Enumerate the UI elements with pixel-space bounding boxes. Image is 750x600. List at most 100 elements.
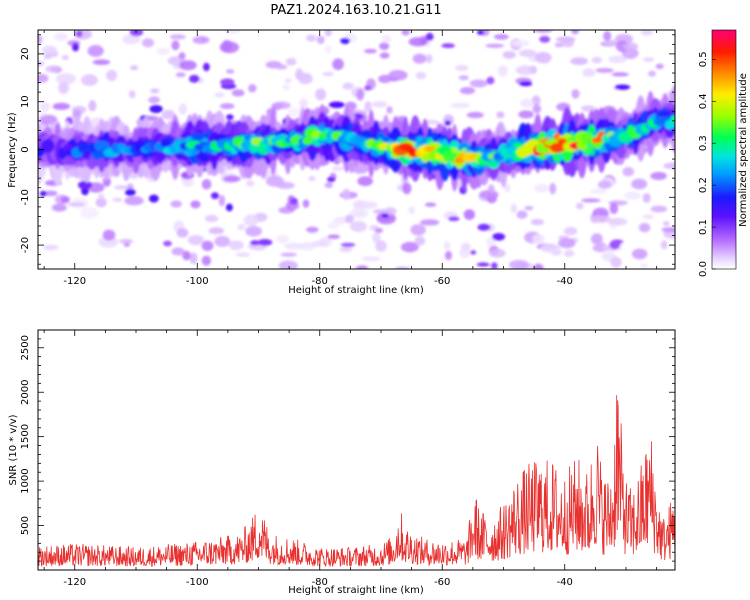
spectrogram-speckle xyxy=(201,178,212,190)
spectrogram-speckle xyxy=(534,30,553,33)
spectrogram-speckle xyxy=(87,45,104,57)
spectrogram-speckle xyxy=(276,234,289,244)
spectrogram-speckle xyxy=(379,42,390,51)
spectrogram-speckle xyxy=(331,166,345,171)
spectrogram-speckle xyxy=(58,82,69,94)
spectrogram-speckle xyxy=(92,59,111,66)
spectrogram-speckle xyxy=(60,196,71,204)
spectrogram-speckle xyxy=(332,58,344,71)
spectrogram-speckle xyxy=(443,241,451,251)
spectrogram-blob xyxy=(381,213,389,218)
snr-y-tick-label: 500 xyxy=(20,516,31,535)
spectrogram-speckle xyxy=(582,68,596,78)
spectrogram-speckle xyxy=(496,111,505,119)
spectrogram-speckle xyxy=(51,203,67,212)
spectrogram-speckle xyxy=(479,190,499,199)
spectrogram-blob xyxy=(476,262,490,267)
spectrogram-speckle xyxy=(426,54,433,64)
snr-x-tick-label: -120 xyxy=(63,577,86,588)
spectrogram-speckle xyxy=(53,32,69,41)
spectrogram-speckle xyxy=(558,238,576,249)
spectrogram-speckle xyxy=(44,190,58,197)
colorbar-gradient xyxy=(712,30,736,269)
spectrogram-speckle xyxy=(384,207,397,216)
spectrogram-x-tick-label: -120 xyxy=(63,276,86,287)
spectrogram-speckle xyxy=(80,207,99,219)
spectrogram-speckle xyxy=(327,221,340,230)
spectrogram-speckle xyxy=(105,69,118,81)
spectrogram-speckle xyxy=(223,175,241,183)
spectrogram-speckle xyxy=(571,89,580,99)
spectrogram-speckle xyxy=(284,78,293,83)
spectrogram-speckle xyxy=(571,30,579,35)
spectrogram-blob xyxy=(614,84,631,90)
spectrogram-speckle xyxy=(171,40,180,51)
spectrogram-speckle xyxy=(408,206,415,215)
spectrogram-speckle xyxy=(201,255,211,266)
spectrogram-speckle xyxy=(459,87,476,95)
spectrogram-speckle xyxy=(515,65,536,76)
spectrogram-speckle xyxy=(376,212,397,225)
spectrogram-speckle xyxy=(208,227,225,235)
spectrogram-speckle xyxy=(597,180,612,189)
spectrogram-speckle xyxy=(524,205,534,211)
spectrogram-blob xyxy=(340,37,351,45)
spectrogram-speckle xyxy=(460,242,471,251)
spectrogram-speckle xyxy=(561,37,575,48)
spectrogram-blob xyxy=(425,32,434,41)
spectrogram-speckle xyxy=(148,96,161,104)
spectrogram-speckle xyxy=(531,95,541,106)
spectrogram-speckle xyxy=(231,89,245,97)
spectrogram-speckle xyxy=(638,222,651,233)
spectrogram-speckle xyxy=(378,74,392,84)
spectrogram-speckle xyxy=(590,233,603,245)
spectrogram-speckle xyxy=(45,65,61,73)
spectrogram-speckle xyxy=(225,69,235,74)
snr-x-tick-label: -80 xyxy=(312,577,328,588)
spectrogram-speckle xyxy=(299,98,309,108)
spectrogram-speckle xyxy=(642,214,655,220)
snr-frame xyxy=(37,329,676,571)
spectrogram-speckle xyxy=(590,214,611,223)
spectrogram-speckle xyxy=(520,98,534,108)
spectrogram-speckle xyxy=(306,226,319,233)
spectrogram-speckle xyxy=(38,60,45,67)
spectrogram-speckle xyxy=(97,193,105,199)
snr-y-tick-label: 2500 xyxy=(20,335,31,360)
spectrogram-speckle xyxy=(394,266,411,269)
spectrogram-speckle xyxy=(570,57,588,65)
spectrogram-speckle xyxy=(450,102,471,109)
spectrogram-speckle xyxy=(355,265,369,269)
spectrogram-speckle xyxy=(381,34,392,44)
spectrogram-blob xyxy=(148,194,159,203)
snr-axes: -120 -100 -80 -60 -40 500 1000 1500 2000 2500 xyxy=(20,329,675,588)
spectrogram-speckle xyxy=(532,104,542,114)
spectrogram-speckle xyxy=(607,217,628,226)
spectrogram-speckle xyxy=(623,42,638,52)
spectrogram-speckle xyxy=(660,240,668,250)
colorbar-label: Normalized spectral amplitude xyxy=(738,73,749,227)
spectrogram-y-tick-label: 10 xyxy=(20,95,31,108)
spectrogram-blob xyxy=(448,216,460,222)
spectrogram-speckle xyxy=(302,199,310,208)
spectrogram-speckle xyxy=(486,237,497,248)
spectrogram-speckle xyxy=(410,224,426,236)
spectrogram-blob xyxy=(490,262,498,269)
spectrogram-blob xyxy=(188,74,200,83)
spectrogram-speckle xyxy=(201,240,214,252)
spectrogram-speckle xyxy=(122,34,141,45)
spectrogram-speckle xyxy=(371,101,388,108)
spectrogram-speckle xyxy=(534,183,550,193)
spectrogram-blob xyxy=(72,42,79,52)
colorbar: 0.0 0.1 0.2 0.3 0.4 0.5 Normalized spectral a… xyxy=(698,29,749,277)
spectrogram-speckle xyxy=(563,227,578,236)
spectrogram-speckle xyxy=(273,101,291,110)
spectrogram-speckle xyxy=(357,176,373,187)
spectrogram-speckle xyxy=(516,210,528,219)
spectrogram-speckle xyxy=(280,252,298,257)
spectrogram-speckle xyxy=(388,70,408,81)
spectrogram-speckle xyxy=(640,30,654,36)
spectrogram-speckle xyxy=(342,82,354,90)
spectrogram-y-tick-label: -20 xyxy=(20,237,31,253)
spectrogram-blob xyxy=(326,176,336,183)
